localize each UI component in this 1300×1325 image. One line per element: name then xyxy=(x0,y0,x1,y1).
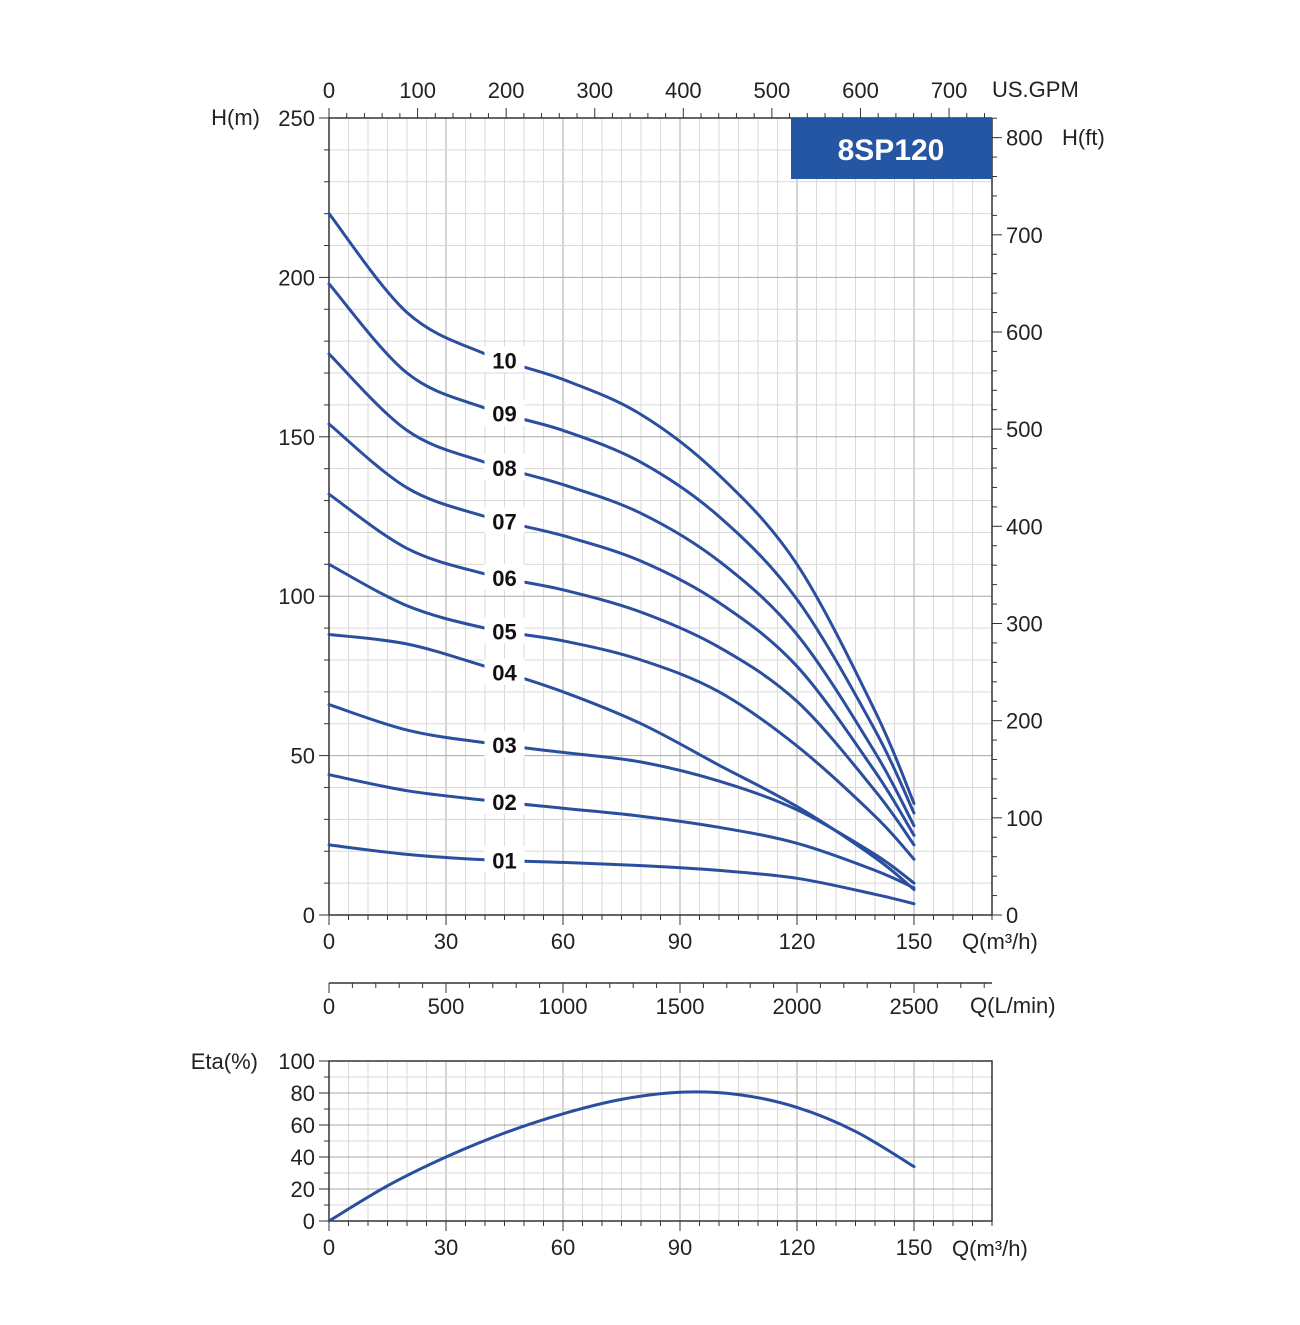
head-curve-10 xyxy=(327,212,916,805)
curve-label-background xyxy=(484,507,525,534)
head-curve-04 xyxy=(327,633,916,891)
head-curve-09 xyxy=(327,282,916,815)
gpm-tick-label: 100 xyxy=(399,78,436,103)
curve-label-09: 09 xyxy=(492,402,516,427)
head-y-tick-label: 100 xyxy=(278,584,315,609)
eta-y-axis-title: Eta(%) xyxy=(191,1049,258,1074)
curve-label-04: 04 xyxy=(492,661,517,686)
head-y-tick-label: 150 xyxy=(278,425,315,450)
eta-chart-grid xyxy=(328,1060,993,1222)
curve-label-background xyxy=(484,788,525,815)
model-badge: 8SP120 xyxy=(791,118,992,179)
head-y2-tick-label: 200 xyxy=(1006,709,1043,734)
curve-label-background xyxy=(484,399,525,426)
head-x-axis-title: Q(m³/h) xyxy=(962,929,1038,954)
lmin-tick-label: 0 xyxy=(323,994,335,1019)
head-y-axis-title: H(m) xyxy=(211,105,260,130)
gpm-tick-label: 600 xyxy=(842,78,879,103)
curve-label-03: 03 xyxy=(492,733,516,758)
head-x-tick-label: 30 xyxy=(434,929,458,954)
head-curve-01 xyxy=(327,843,916,906)
curve-label-background xyxy=(484,563,525,590)
curve-label-background xyxy=(484,731,525,758)
head-x-tick-label: 150 xyxy=(896,929,933,954)
gpm-tick-label: 0 xyxy=(323,78,335,103)
curve-label-background xyxy=(484,846,525,873)
gpm-tick-label: 700 xyxy=(931,78,968,103)
head-curves xyxy=(327,212,916,906)
gpm-tick-label: 300 xyxy=(576,78,613,103)
eta-x-tick-label: 60 xyxy=(551,1235,575,1260)
curve-label-02: 02 xyxy=(492,790,516,815)
eta-curve xyxy=(327,1090,916,1223)
eta-x-tick-label: 150 xyxy=(896,1235,933,1260)
curve-label-05: 05 xyxy=(492,619,516,644)
lmin-tick-label: 1500 xyxy=(656,994,705,1019)
eta-chart-axes: 0 20 40 60 80 100 0 30 60 90 120 150 xyxy=(278,1049,993,1260)
head-curve-02 xyxy=(327,773,916,890)
gpm-tick-label: 400 xyxy=(665,78,702,103)
lmin-axis: 0 500 1000 1500 2000 2500 xyxy=(323,982,992,1019)
head-y-tick-label: 0 xyxy=(303,903,315,928)
head-y-tick-label: 250 xyxy=(278,106,315,131)
head-y-tick-label: 50 xyxy=(291,744,315,769)
head-y2-tick-label: 600 xyxy=(1006,320,1043,345)
curve-label-06: 06 xyxy=(492,566,516,591)
head-y2-tick-label: 700 xyxy=(1006,223,1043,248)
model-badge-background xyxy=(791,118,992,179)
lmin-tick-label: 1000 xyxy=(539,994,588,1019)
head-y2-tick-label: 100 xyxy=(1006,806,1043,831)
head-curve-05 xyxy=(327,562,916,861)
head-curve-labels: 01 02 03 04 05 06 07 08 09 10 xyxy=(484,346,525,873)
eta-y-tick-label: 40 xyxy=(291,1145,315,1170)
eta-y-tick-label: 0 xyxy=(303,1209,315,1234)
head-curve-07 xyxy=(327,422,916,837)
head-y2-tick-label: 300 xyxy=(1006,611,1043,636)
head-y-tick-label: 200 xyxy=(278,265,315,290)
head-curve-06 xyxy=(327,492,916,847)
curve-label-07: 07 xyxy=(492,509,516,534)
eta-y-tick-label: 80 xyxy=(291,1081,315,1106)
lmin-axis-title: Q(L/min) xyxy=(970,993,1056,1018)
curve-label-background xyxy=(484,346,525,373)
head-y2-axis-title: H(ft) xyxy=(1062,125,1105,150)
lmin-tick-label: 500 xyxy=(428,994,465,1019)
head-y2-tick-label: 800 xyxy=(1006,126,1043,151)
head-curve-08 xyxy=(327,352,916,828)
eta-x-tick-label: 30 xyxy=(434,1235,458,1260)
lmin-tick-label: 2000 xyxy=(773,994,822,1019)
curve-label-01: 01 xyxy=(492,848,516,873)
curve-label-background xyxy=(484,453,525,480)
eta-y-tick-label: 20 xyxy=(291,1177,315,1202)
lmin-tick-label: 2500 xyxy=(890,994,939,1019)
head-x-tick-label: 0 xyxy=(323,929,335,954)
curve-label-10: 10 xyxy=(492,348,516,373)
head-y2-tick-label: 0 xyxy=(1006,903,1018,928)
eta-x-axis-title: Q(m³/h) xyxy=(952,1236,1028,1261)
gpm-tick-label: 200 xyxy=(488,78,525,103)
head-x-tick-label: 90 xyxy=(668,929,692,954)
eta-y-tick-label: 100 xyxy=(278,1049,315,1074)
head-x-tick-label: 60 xyxy=(551,929,575,954)
head-y2-tick-label: 400 xyxy=(1006,514,1043,539)
curve-label-08: 08 xyxy=(492,456,516,481)
head-y2-tick-label: 500 xyxy=(1006,417,1043,442)
eta-x-tick-label: 90 xyxy=(668,1235,692,1260)
curve-label-background xyxy=(484,617,525,644)
head-x-tick-label: 120 xyxy=(779,929,816,954)
model-badge-label: 8SP120 xyxy=(838,134,945,167)
eta-x-tick-label: 0 xyxy=(323,1235,335,1260)
gpm-axis-title: US.GPM xyxy=(992,77,1079,102)
head-chart-grid xyxy=(328,117,993,916)
curve-label-background xyxy=(484,658,525,685)
efficiency-curve xyxy=(327,1090,916,1223)
eta-y-tick-label: 60 xyxy=(291,1113,315,1138)
gpm-tick-label: 500 xyxy=(754,78,791,103)
eta-x-tick-label: 120 xyxy=(779,1235,816,1260)
